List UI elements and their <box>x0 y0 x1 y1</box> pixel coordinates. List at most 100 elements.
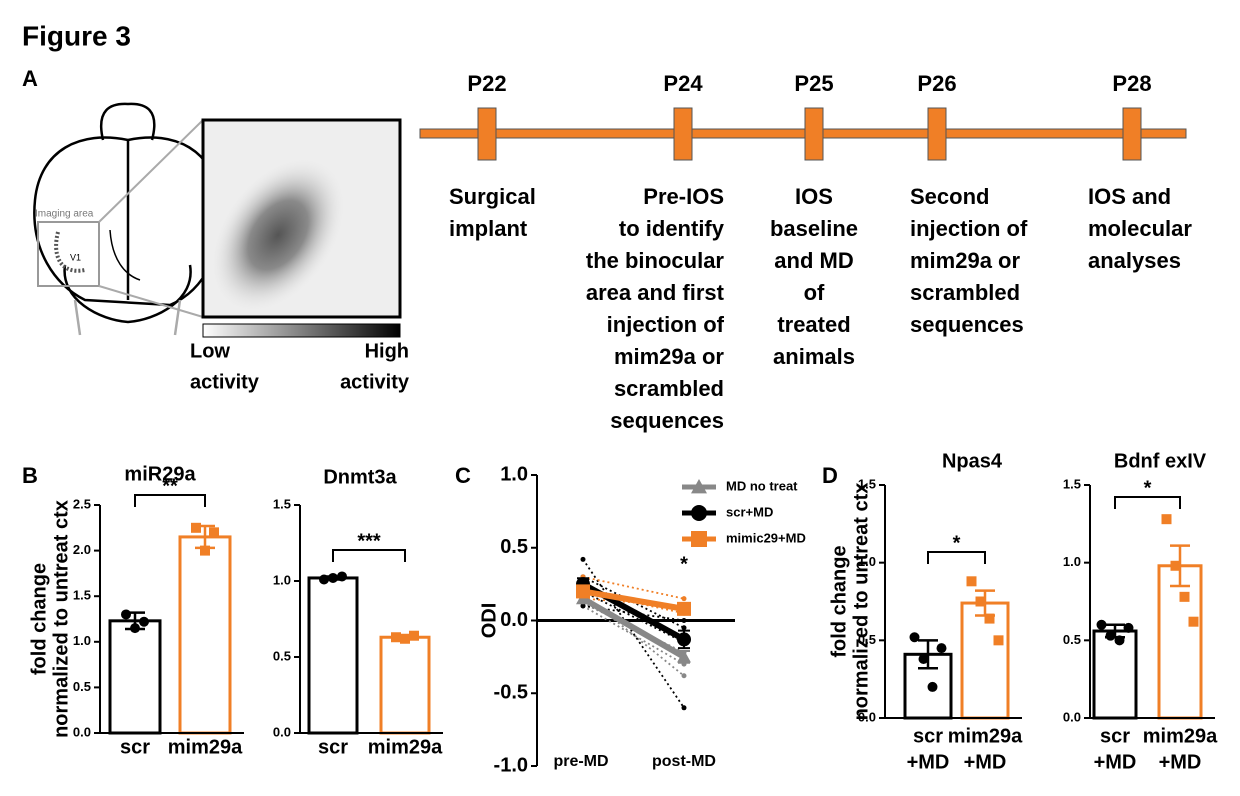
marker <box>691 531 707 547</box>
timeline-text: mim29a or <box>910 248 1020 273</box>
timeline-text: sequences <box>910 312 1024 337</box>
data-point <box>400 633 410 644</box>
chart-title: Bdnf exIV <box>1114 450 1207 472</box>
timeline-text: and MD <box>774 248 853 273</box>
marker <box>677 632 691 647</box>
y-axis-label: normalized to untreat ctx <box>50 500 72 738</box>
data-point <box>328 572 338 583</box>
timeline-marker <box>804 107 824 161</box>
x-tick-label: scr <box>913 725 943 747</box>
y-tick-label: 1.0 <box>73 633 91 648</box>
data-point <box>191 522 201 533</box>
timeline-text: analyses <box>1088 248 1181 273</box>
timeline-text: to identify <box>619 216 725 241</box>
y-tick-label: 1.5 <box>273 496 291 511</box>
y-axis-label: fold change <box>828 545 850 657</box>
legend-label: MD no treat <box>726 478 798 493</box>
data-point <box>1170 560 1181 571</box>
data-point <box>1105 630 1116 641</box>
figure-title: Figure 3 <box>22 20 131 51</box>
timeline-day: P22 <box>467 71 506 96</box>
low-label: Low <box>190 340 230 362</box>
chart-title: Dnmt3a <box>323 466 397 488</box>
timeline-day: P28 <box>1112 71 1151 96</box>
timeline-text: Second <box>910 184 989 209</box>
individual-point <box>681 673 687 679</box>
timeline-text: implant <box>449 216 528 241</box>
y-axis-label: normalized to untreat ctx <box>850 483 872 721</box>
individual-point <box>681 618 687 623</box>
y-tick-label: 0.5 <box>73 679 91 694</box>
y-tick-label: 0.5 <box>1063 632 1081 647</box>
bar <box>108 619 162 735</box>
data-point <box>936 643 947 654</box>
marker <box>677 601 691 616</box>
individual-point <box>681 705 687 711</box>
timeline-text: the binocular <box>586 248 725 273</box>
data-point <box>319 574 329 585</box>
y-tick-label: 1.0 <box>858 554 876 569</box>
zoom-line <box>98 119 204 223</box>
y-tick-label: -0.5 <box>494 682 528 704</box>
x-tick-label: +MD <box>907 751 950 773</box>
data-point <box>918 653 929 664</box>
individual-line <box>582 575 685 600</box>
timeline-text: sequences <box>610 408 724 433</box>
timeline-text: treated <box>777 312 850 337</box>
x-tick-label: mim29a <box>368 736 443 758</box>
y-tick-label: 0.0 <box>1063 709 1081 724</box>
data-point <box>1179 591 1190 602</box>
significance: ** <box>162 475 178 497</box>
data-point <box>200 545 210 556</box>
y-tick-label: 0.0 <box>500 609 528 631</box>
x-tick-label: mim29a <box>168 736 243 758</box>
significance-bracket <box>927 551 986 564</box>
y-tick-label: 0.0 <box>858 709 876 724</box>
marker <box>691 505 707 521</box>
significance: * <box>953 532 961 554</box>
bar <box>178 535 232 735</box>
significance: *** <box>357 530 381 552</box>
timeline-text: IOS and <box>1088 184 1171 209</box>
y-axis-label: fold change <box>28 563 50 675</box>
error-bar <box>918 639 938 670</box>
bar <box>1157 564 1203 720</box>
x-tick-label: mim29a <box>1143 725 1218 747</box>
x-tick-label: +MD <box>1094 751 1137 773</box>
annotation: * <box>680 553 688 575</box>
panel-label: D <box>822 463 838 488</box>
y-tick-label: 1.5 <box>73 588 91 603</box>
colorbar <box>202 323 401 338</box>
y-tick-label: 2.5 <box>73 496 91 511</box>
timeline-text: of <box>804 280 825 305</box>
imaging-box <box>37 221 100 287</box>
timeline-text: Surgical <box>449 184 536 209</box>
data-point <box>1161 514 1172 525</box>
y-tick-label: -1.0 <box>494 754 528 776</box>
v1-label: V1 <box>70 252 81 262</box>
data-point <box>1096 619 1107 630</box>
data-point <box>391 632 401 643</box>
marker <box>576 584 590 599</box>
timeline-text: baseline <box>770 216 858 241</box>
data-point <box>130 623 140 634</box>
y-tick-label: 1.5 <box>1063 476 1081 491</box>
timeline-text: injection of <box>910 216 1028 241</box>
y-tick-label: 0.5 <box>273 648 291 663</box>
y-tick-label: 1.5 <box>858 476 876 491</box>
data-point <box>139 616 149 627</box>
chart-title: miR29a <box>124 463 196 485</box>
individual-line <box>582 590 685 644</box>
y-tick-label: 1.0 <box>1063 554 1081 569</box>
data-point <box>409 630 419 641</box>
y-tick-label: 1.0 <box>500 463 528 485</box>
y-tick-label: 0.0 <box>273 724 291 739</box>
individual-point <box>580 603 586 609</box>
x-tick-label: scr <box>318 736 348 758</box>
y-tick-label: 0.5 <box>500 536 528 558</box>
data-point <box>975 596 986 607</box>
significance-bracket <box>134 494 206 507</box>
data-point <box>909 632 920 643</box>
activity-blob <box>211 158 345 312</box>
significance-bracket <box>1114 496 1181 509</box>
